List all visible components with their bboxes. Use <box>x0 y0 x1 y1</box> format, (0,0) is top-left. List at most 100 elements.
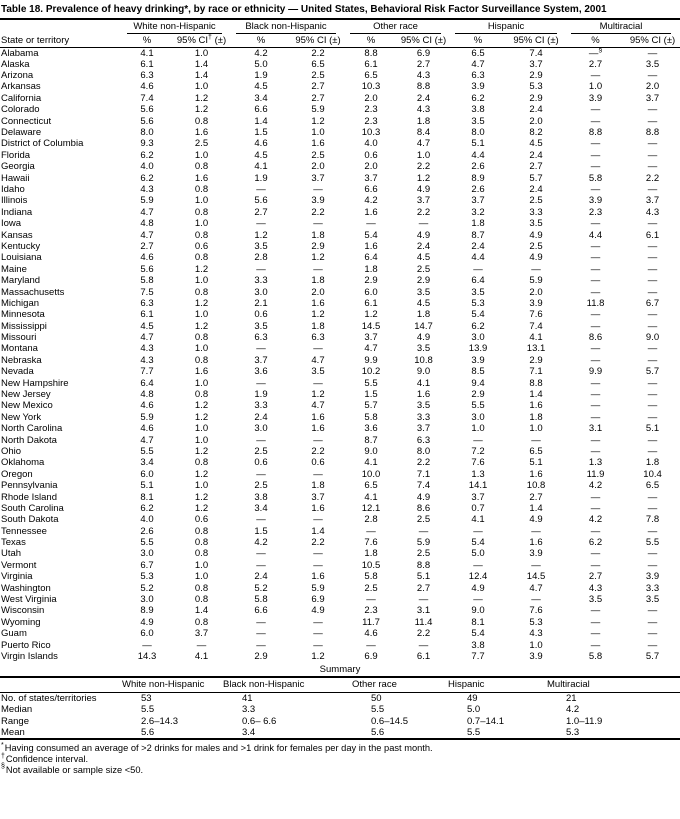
white-pct-cell: 4.3 <box>140 343 154 355</box>
hispanic-ci-cell: 2.4 <box>529 104 543 116</box>
other-ci-cell: 3.7 <box>416 195 431 207</box>
black-ci-cell: 1.8 <box>311 320 325 332</box>
state-col-spacer <box>0 19 122 34</box>
multiracial-pct-cell: 3.5 <box>588 594 603 606</box>
hispanic-pct-cell: 4.4 <box>471 149 485 161</box>
other-pct-cell: 6.1 <box>364 58 378 70</box>
other-ci-cell: 3.5 <box>416 400 431 412</box>
other-pct-cell: 5.4 <box>364 229 378 241</box>
multiracial-ci-cell: 2.2 <box>645 172 660 184</box>
group-header-white: White non-Hispanic <box>127 21 222 34</box>
other-pct-cell: 2.3 <box>364 115 378 127</box>
hispanic-ci-cell: 4.7 <box>529 582 543 594</box>
other-ci-cell: 2.5 <box>416 548 431 560</box>
other-ci-cell: 10.8 <box>414 354 433 366</box>
hispanic-ci-cell: 3.3 <box>529 206 543 218</box>
black-ci-cell: 0.6 <box>311 457 325 469</box>
state-name: District of Columbia <box>1 138 84 150</box>
black-pct-cell: 3.8 <box>254 491 268 503</box>
multiracial-ci-cell: 9.0 <box>645 332 660 344</box>
other-ci-cell: — <box>418 525 429 537</box>
other-pct-cell: — <box>366 639 376 651</box>
other-ci-cell: 4.9 <box>416 332 431 344</box>
black-ci-cell: 2.9 <box>311 240 325 252</box>
state-name: Kentucky <box>1 240 41 252</box>
table-row: Kansas 4.7 0.8 1.2 1.8 5.4 4.9 8.7 4.9 4… <box>0 229 680 241</box>
hispanic-ci-cell: 2.4 <box>529 149 543 161</box>
black-ci-cell: 4.9 <box>311 605 325 617</box>
state-name: Delaware <box>1 127 42 139</box>
multiracial-ci-cell: — <box>647 240 658 252</box>
multiracial-ci-cell: — <box>647 616 658 628</box>
dagger-footnote-marker: † <box>208 34 212 41</box>
multiracial-pct-cell: 2.7 <box>588 58 603 70</box>
black-pct-cell: 1.9 <box>254 172 268 184</box>
white-pct-cell: 5.6 <box>140 115 154 127</box>
white-ci-cell: 1.0 <box>194 571 209 583</box>
summary-col-header-multiracial: Multiracial <box>547 677 680 693</box>
state-name: Georgia <box>1 161 35 173</box>
white-pct-cell: 4.9 <box>140 616 154 628</box>
other-pct-cell: 4.1 <box>364 457 378 469</box>
white-pct-cell: 7.7 <box>140 366 154 378</box>
multiracial-ci-cell: — <box>647 605 658 617</box>
group-header-other: Other race <box>350 21 442 34</box>
hispanic-pct-cell: 5.1 <box>471 138 485 150</box>
white-pct-cell: 6.4 <box>140 377 154 389</box>
hispanic-pct-cell: 8.0 <box>471 127 485 139</box>
table-row: California 7.4 1.2 3.4 2.7 2.0 2.4 6.2 2… <box>0 93 680 104</box>
multiracial-pct-cell: — <box>590 286 601 298</box>
summary-col-header-hispanic: Hispanic <box>448 677 547 693</box>
hispanic-ci-cell: 14.5 <box>526 571 546 583</box>
black-pct-cell: 3.4 <box>254 92 268 104</box>
other-pct-cell: 4.0 <box>364 138 378 150</box>
table-row: Louisiana 4.6 0.8 2.8 1.2 6.4 4.5 4.4 4.… <box>0 252 680 263</box>
other-pct-cell: 10.3 <box>361 127 381 139</box>
hispanic-ci-cell: 10.8 <box>526 480 546 492</box>
state-name: Virginia <box>1 571 33 583</box>
table-row: Utah 3.0 0.8 — — 1.8 2.5 5.0 3.9 — — <box>0 548 680 559</box>
summary-multiracial-value: 4.2 <box>566 704 580 716</box>
black-pct-cell: 2.5 <box>254 480 268 492</box>
summary-row: Mean 5.6 3.4 5.6 5.5 5.3 <box>0 727 680 739</box>
summary-multiracial-value: 21 <box>566 692 577 704</box>
white-ci-cell: 4.1 <box>194 651 209 662</box>
black-ci-cell: 1.0 <box>311 127 325 139</box>
multiracial-pct-cell: — <box>590 434 601 446</box>
table-row: Arkansas 4.6 1.0 4.5 2.7 10.3 8.8 3.9 5.… <box>0 81 680 92</box>
hispanic-ci-cell: — <box>531 434 541 446</box>
other-pct-cell: 6.5 <box>364 480 378 492</box>
white-ci-cell: 0.6 <box>194 240 209 252</box>
multiracial-pct-cell: 5.8 <box>588 172 603 184</box>
black-pct-cell: 5.0 <box>254 58 268 70</box>
multiracial-ci-cell: 3.5 <box>645 594 660 606</box>
black-ci-cell: 2.2 <box>311 47 325 59</box>
multiracial-pct-cell: 6.2 <box>588 537 603 549</box>
black-pct-cell: 2.8 <box>254 252 268 264</box>
other-pct-cell: 14.5 <box>361 320 381 332</box>
state-name: Michigan <box>1 297 40 309</box>
hispanic-ci-cell: 4.9 <box>529 229 543 241</box>
other-ci-cell: 1.6 <box>416 389 431 401</box>
multiracial-pct-cell: — <box>590 343 601 355</box>
multiracial-pct-cell: — <box>590 138 601 150</box>
multiracial-ci-cell: 8.8 <box>645 127 660 139</box>
multiracial-pct-cell: 3.1 <box>588 423 603 435</box>
hispanic-pct-cell: 4.9 <box>471 582 485 594</box>
other-pct-cell: 8.8 <box>364 47 378 59</box>
table-row: Virginia 5.3 1.0 2.4 1.6 5.8 5.1 12.4 14… <box>0 571 680 582</box>
white-ci-cell: 1.0 <box>194 195 209 207</box>
multiracial-ci-cell: — <box>647 389 658 401</box>
black-ci-cell: 1.6 <box>311 297 325 309</box>
table-body: Alabama 4.1 1.0 4.2 2.2 8.8 6.9 6.5 7.4 … <box>0 47 680 662</box>
hispanic-pct-cell: 5.3 <box>471 297 485 309</box>
pct-header: % <box>122 34 172 48</box>
state-name: Iowa <box>1 218 22 230</box>
hispanic-ci-cell: 7.6 <box>529 605 543 617</box>
black-pct-cell: 3.3 <box>254 275 268 287</box>
summary-col-header-black: Black non-Hispanic <box>223 677 352 693</box>
summary-hispanic-value: 0.7–14.1 <box>467 715 504 727</box>
multiracial-pct-cell: 4.3 <box>588 582 603 594</box>
hispanic-ci-cell: 3.9 <box>529 651 543 662</box>
table-row: Maine 5.6 1.2 — — 1.8 2.5 — — — — <box>0 264 680 275</box>
